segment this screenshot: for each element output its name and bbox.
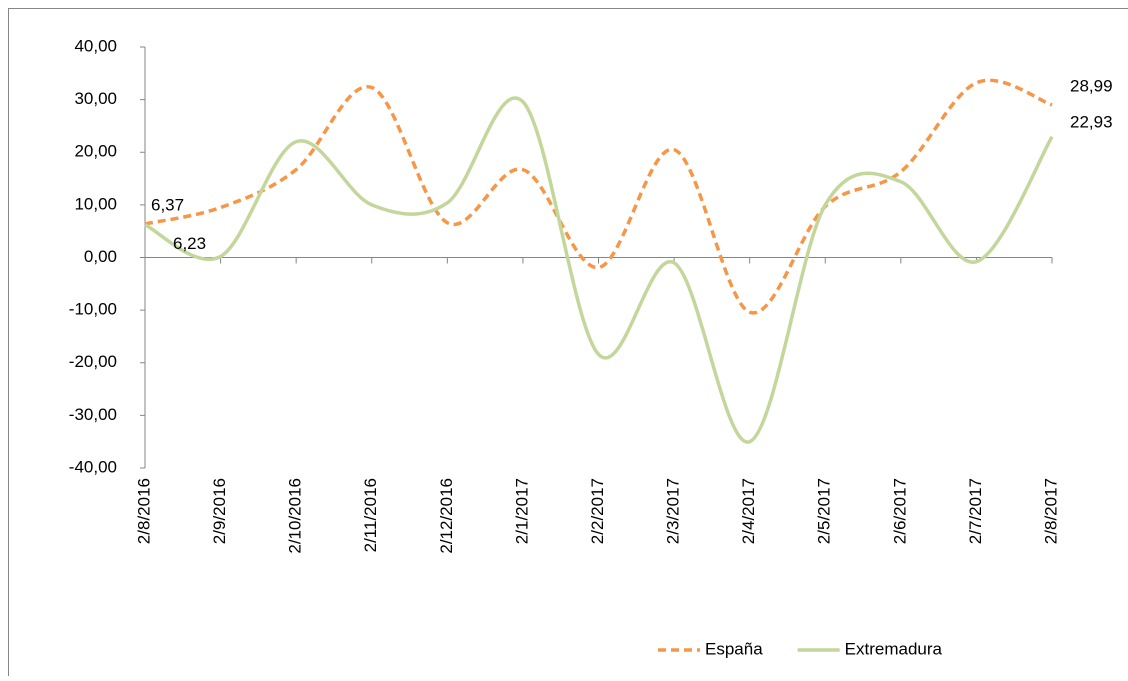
x-tick-label: 2/7/2017 [966, 478, 985, 544]
y-tick-label: -40,00 [69, 457, 117, 476]
x-tick-label: 2/10/2016 [286, 478, 305, 554]
x-tick-label: 2/2/2017 [588, 478, 607, 544]
x-tick-label: 2/4/2017 [739, 478, 758, 544]
y-tick-label: -10,00 [69, 300, 117, 319]
y-tick-label: 0,00 [84, 247, 117, 266]
y-tick-label: 20,00 [74, 142, 117, 161]
x-tick-label: 2/6/2017 [890, 478, 909, 544]
data-label: 6,23 [173, 234, 206, 253]
y-tick-label: 30,00 [74, 89, 117, 108]
x-tick-label: 2/8/2017 [1041, 478, 1060, 544]
x-tick-label: 2/3/2017 [664, 478, 683, 544]
data-label: 28,99 [1070, 76, 1113, 95]
y-tick-label: -30,00 [69, 405, 117, 424]
x-tick-label: 2/11/2016 [361, 478, 380, 552]
chart-border [9, 9, 1128, 677]
x-tick-label: 2/1/2017 [512, 478, 531, 544]
x-tick-label: 2/5/2017 [815, 478, 834, 544]
x-tick-label: 2/9/2016 [210, 478, 229, 544]
y-tick-label: 10,00 [74, 194, 117, 213]
y-tick-label: 40,00 [74, 36, 117, 55]
x-tick-label: 2/8/2016 [134, 478, 153, 544]
legend-label: España [705, 639, 763, 658]
x-tick-label: 2/12/2016 [437, 478, 456, 554]
legend-label: Extremadura [845, 639, 943, 658]
data-label: 22,93 [1070, 112, 1113, 131]
data-label: 6,37 [151, 195, 184, 214]
y-tick-label: -20,00 [69, 352, 117, 371]
